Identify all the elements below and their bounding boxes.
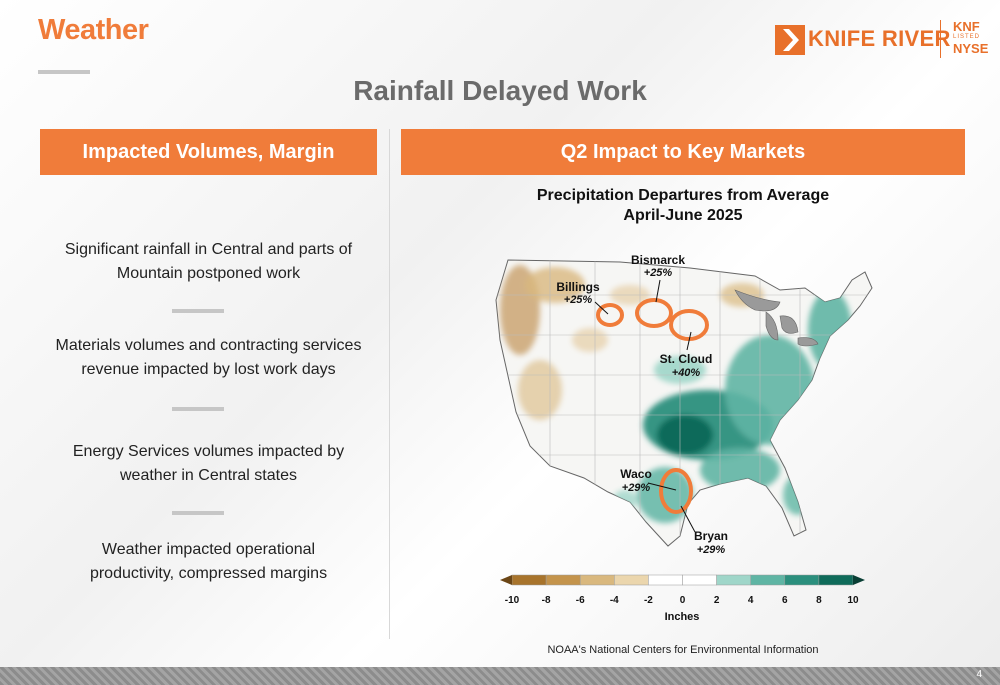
bullet-line: Significant rainfall in Central and part… (64, 241, 353, 258)
source-citation: NOAA's National Centers for Environmenta… (547, 644, 819, 656)
legend-left-arrow (500, 575, 512, 585)
legend-tick-label: -10 (505, 595, 520, 606)
map-title-line: Precipitation Departures from Average (536, 187, 830, 204)
st-cloud-change: +40% (672, 367, 701, 379)
bullet-line: Weather impacted operational (101, 541, 316, 558)
legend-tick-label: -2 (644, 595, 653, 606)
waco-label: Waco (620, 467, 652, 481)
bullet-line: revenue impacted by lost work days (81, 361, 336, 378)
map-title-line: April-June 2025 (623, 207, 743, 224)
precipitation-map: Billings +25% Bismarck +25% St. Cloud +4… (495, 253, 873, 556)
legend-tick-label: 4 (748, 595, 754, 606)
great-lakes (734, 289, 819, 347)
bullet-separator (172, 309, 224, 313)
legend-tick-label: 2 (714, 595, 720, 606)
bullet-line: Mountain postponed work (116, 265, 301, 282)
legend-right-arrow (853, 575, 865, 585)
billings-highlight-ring (596, 303, 624, 327)
right-panel-banner: Q2 Impact to Key Markets (401, 129, 965, 175)
st-cloud-label: St. Cloud (660, 352, 713, 366)
logo-listed: LISTED (953, 34, 981, 40)
bullet-line: Energy Services volumes impacted by (72, 443, 345, 460)
logo-divider (940, 20, 941, 58)
billings-label: Billings (556, 280, 600, 294)
page-number: 4 (976, 669, 982, 680)
billings-change: +25% (564, 294, 593, 306)
legend-swatch (682, 574, 717, 586)
legend-swatch (511, 574, 547, 586)
bullet-point: Weather impacted operational productivit… (40, 538, 377, 586)
legend-swatches (511, 574, 854, 586)
legend-swatch (716, 574, 751, 586)
title-underline (38, 70, 90, 74)
legend-tick-label: 10 (847, 595, 859, 606)
legend-swatch (750, 574, 786, 586)
logo-exchange: NYSE (953, 41, 989, 56)
legend-swatch (648, 574, 683, 586)
logo-company-name: KNIFE RIVER (808, 26, 951, 51)
company-logo: KNIFE RIVER KNF LISTED NYSE (775, 19, 989, 60)
legend-swatch (545, 574, 581, 586)
left-panel-banner: Impacted Volumes, Margin (40, 129, 377, 175)
legend-swatch (579, 574, 615, 586)
slide-title: Rainfall Delayed Work (353, 75, 647, 106)
precipitation-legend: -10 -8 -6 -4 -2 0 2 4 6 8 10 Inches (500, 574, 865, 623)
bullet-line: productivity, compressed margins (89, 565, 328, 582)
bullet-separator (172, 511, 224, 515)
bismarck-change: +25% (644, 267, 673, 279)
bismarck-highlight-ring (635, 298, 673, 328)
legend-swatch (614, 574, 649, 586)
legend-tick-label: 0 (680, 595, 686, 606)
bullet-line: Materials volumes and contracting servic… (55, 337, 362, 354)
logo-ticker: KNF (953, 19, 980, 34)
bryan-label: Bryan (694, 529, 728, 543)
bryan-change: +29% (697, 544, 726, 556)
legend-swatch (784, 574, 820, 586)
section-title: Weather (38, 14, 149, 46)
waco-change: +29% (622, 482, 651, 494)
legend-unit: Inches (665, 611, 700, 623)
bullet-point: Energy Services volumes impacted by weat… (40, 440, 377, 488)
knife-river-chevron-icon (775, 25, 805, 55)
legend-tick-label: -6 (576, 595, 585, 606)
bullet-point: Significant rainfall in Central and part… (40, 238, 377, 286)
bullet-line: weather in Central states (120, 467, 297, 484)
waco-bryan-highlight-ring (659, 468, 693, 514)
bismarck-label: Bismarck (631, 253, 685, 267)
bullet-point: Materials volumes and contracting servic… (40, 334, 377, 382)
legend-tick-label: -8 (542, 595, 551, 606)
legend-swatch (818, 574, 854, 586)
bullet-separator (172, 407, 224, 411)
legend-tick-label: 6 (782, 595, 788, 606)
column-divider (389, 129, 390, 639)
legend-ticks: -10 -8 -6 -4 -2 0 2 4 6 8 10 (505, 595, 859, 606)
map-title: Precipitation Departures from Average Ap… (401, 186, 965, 226)
legend-tick-label: 8 (816, 595, 822, 606)
footer-bar: 4 (0, 667, 1000, 685)
legend-tick-label: -4 (610, 595, 619, 606)
